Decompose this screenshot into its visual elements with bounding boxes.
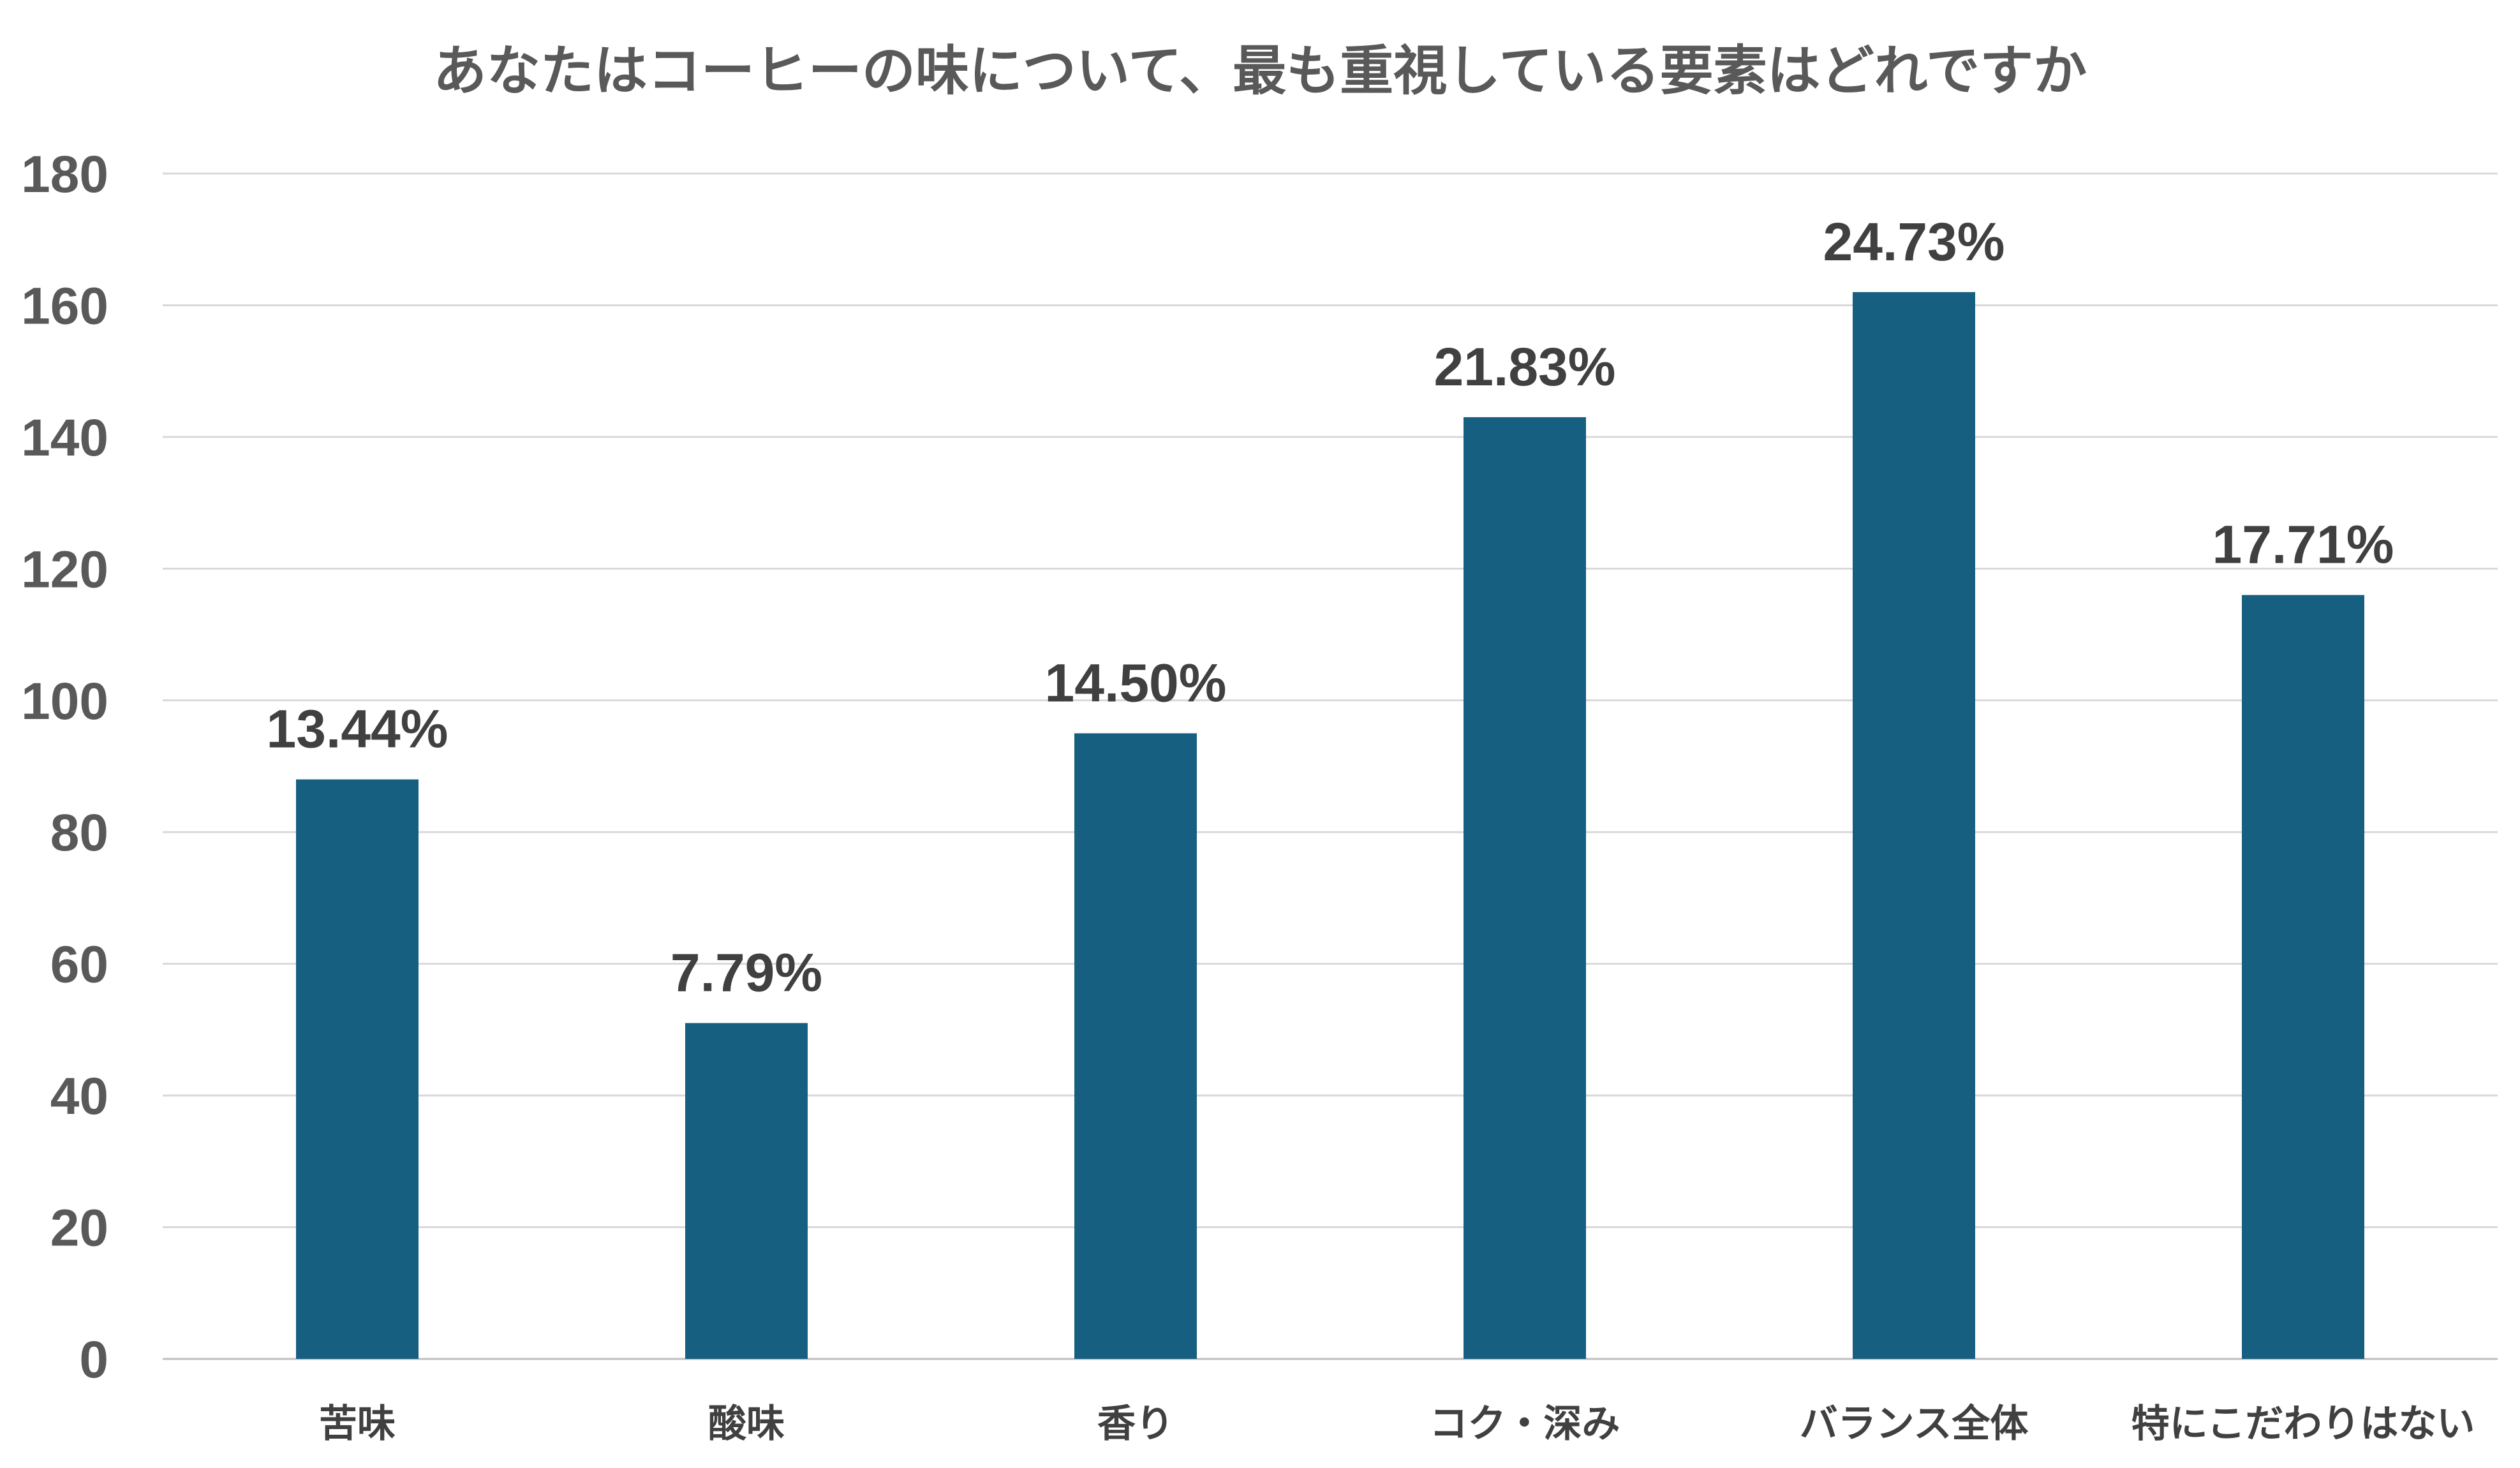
y-axis-ticks: 0 20 40 60 80 100 120 140 160 180: [21, 145, 108, 1389]
y-tick-label: 140: [21, 409, 108, 467]
data-label: 24.73%: [1823, 212, 2005, 272]
gridlines: [163, 172, 2498, 1360]
bar: [2242, 595, 2364, 1359]
bar: [1853, 292, 1975, 1359]
x-tick-label: 香り: [1097, 1402, 1174, 1446]
bars: [296, 292, 2364, 1359]
x-tick-label: 特にこだわりはない: [2131, 1402, 2475, 1446]
x-axis-ticks: 苦味 酸味 香り コク・深み バランス全体 特にこだわりはない: [319, 1402, 2475, 1446]
data-label: 14.50%: [1045, 653, 1227, 713]
x-tick-label: 苦味: [319, 1402, 396, 1446]
bar: [685, 1023, 808, 1359]
y-tick-label: 100: [21, 672, 108, 730]
data-label: 21.83%: [1434, 337, 1616, 397]
bar: [296, 779, 419, 1359]
x-tick-label: バランス全体: [1800, 1402, 2029, 1446]
y-tick-label: 40: [50, 1067, 108, 1125]
data-label: 7.79%: [671, 943, 822, 1003]
y-tick-label: 160: [21, 277, 108, 335]
bar: [1464, 417, 1586, 1359]
data-label: 13.44%: [267, 699, 448, 759]
y-tick-label: 120: [21, 540, 108, 598]
y-tick-label: 0: [79, 1331, 108, 1389]
chart-title: あなたはコーヒーの味について、最も重視している要素はどれですか: [433, 40, 2087, 102]
bar: [1074, 733, 1197, 1359]
data-labels: 13.44% 7.79% 14.50% 21.83% 24.73% 17.71%: [267, 212, 2394, 1003]
x-tick-label: コク・深み: [1430, 1402, 1620, 1446]
x-tick-label: 酸味: [708, 1402, 785, 1446]
y-tick-label: 60: [50, 936, 108, 994]
y-tick-label: 20: [50, 1199, 108, 1257]
y-tick-label: 180: [21, 145, 108, 204]
data-label: 17.71%: [2212, 515, 2394, 575]
y-tick-label: 80: [50, 804, 108, 862]
